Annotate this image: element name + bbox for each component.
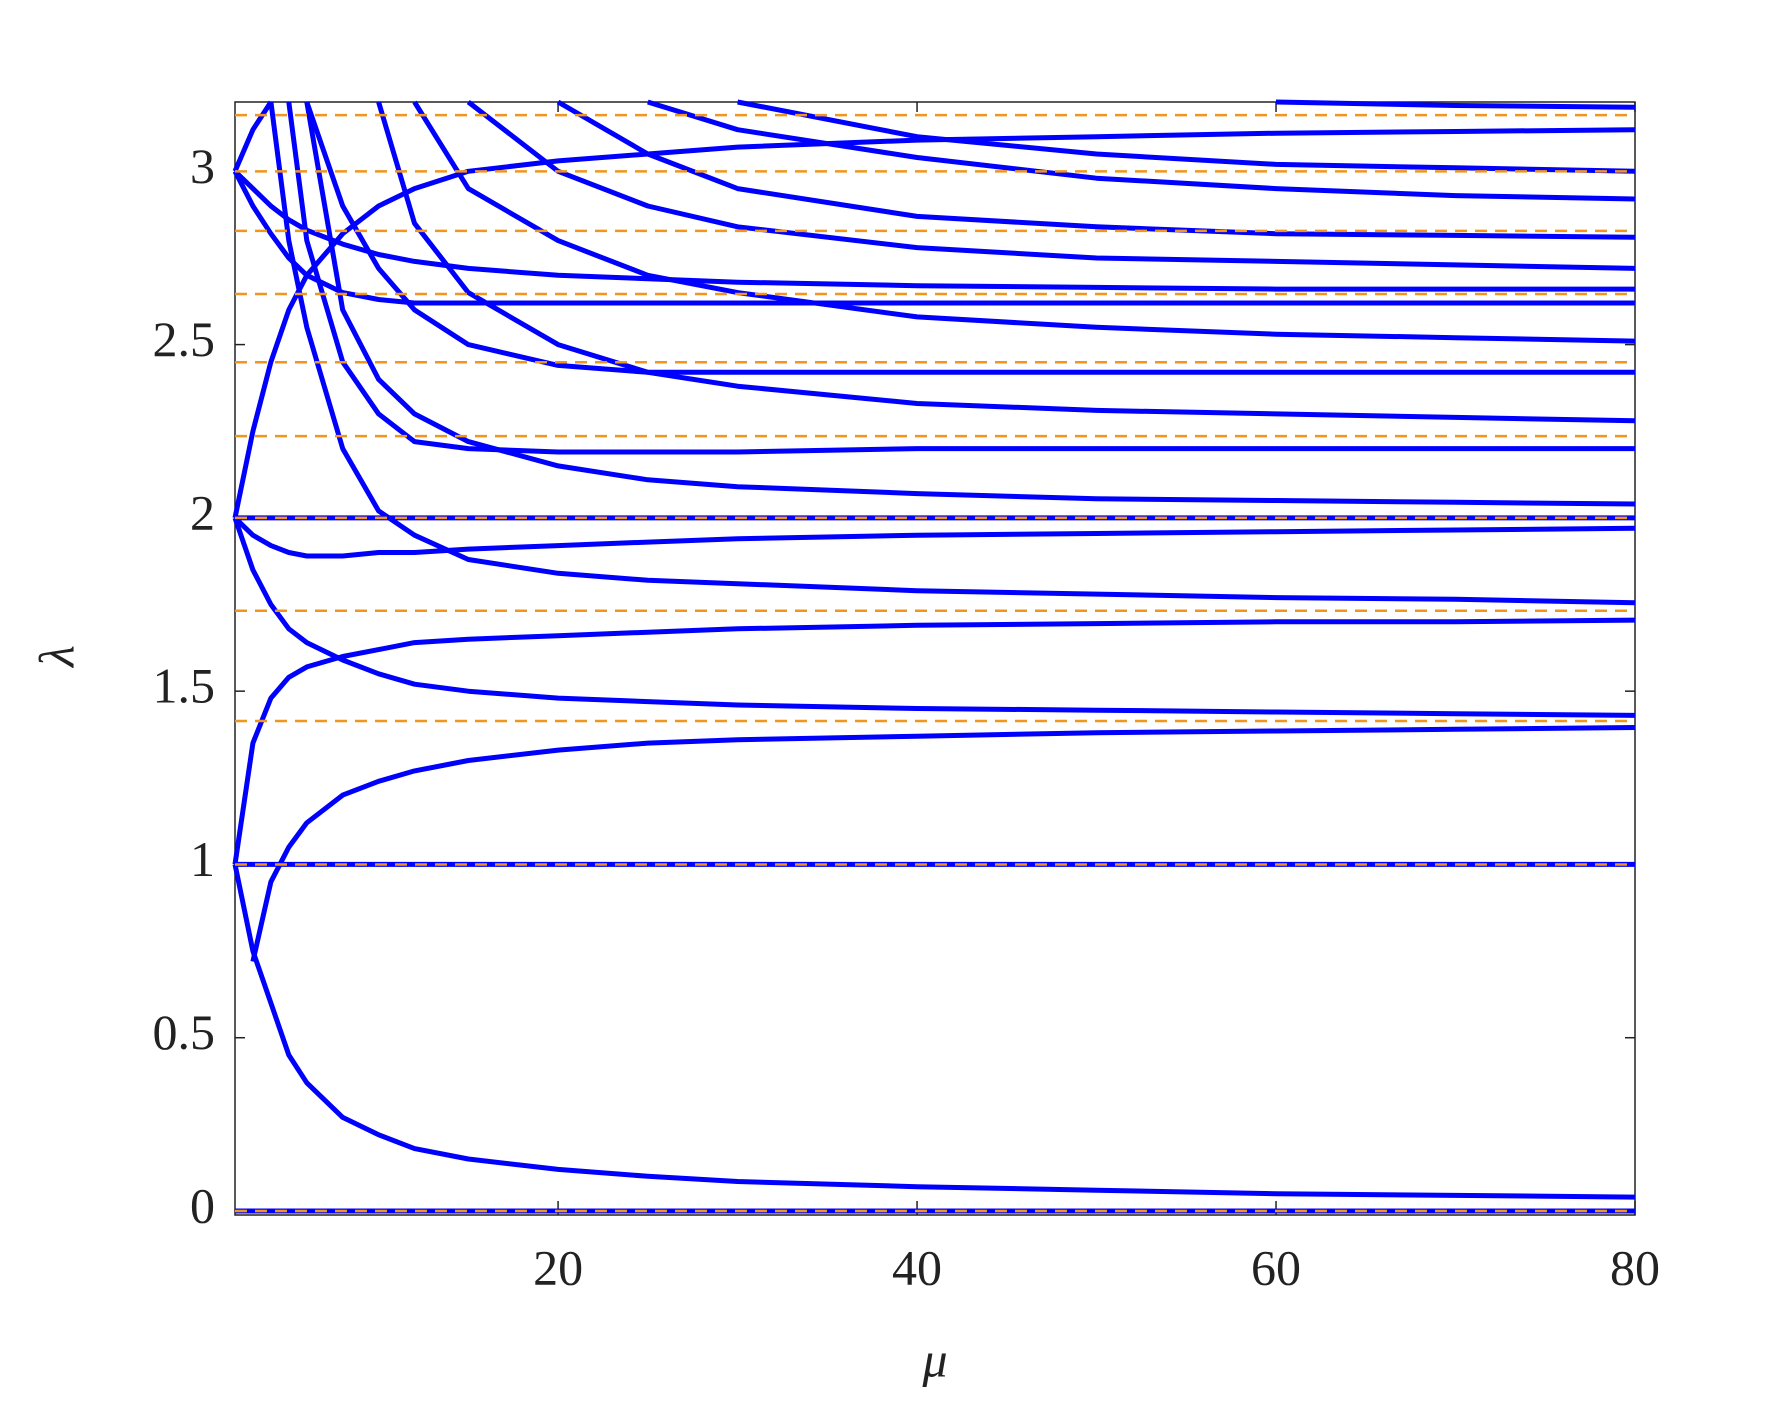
curve: [268, 101, 1636, 606]
curve: [304, 101, 1636, 507]
curve: [1275, 99, 1636, 110]
x-axis-label: μ: [921, 1331, 947, 1387]
curve: [232, 517, 1636, 718]
y-axis-label: λ: [28, 645, 84, 669]
curve: [466, 100, 1636, 271]
y-tick-label: 1: [190, 831, 215, 887]
curve: [376, 101, 1636, 424]
y-tick-label: 3: [190, 138, 215, 194]
curve: [412, 100, 1636, 344]
x-tick-label: 60: [1251, 1239, 1301, 1295]
y-tick-label: 0.5: [153, 1004, 216, 1060]
curve: [647, 99, 1636, 202]
curve: [737, 99, 1636, 174]
x-tick-label: 40: [892, 1239, 942, 1295]
curve: [233, 516, 1636, 559]
curve: [232, 127, 1636, 519]
curve: [232, 863, 1636, 1200]
curve: [304, 101, 1635, 375]
plot-frame: [234, 101, 1636, 1216]
y-tick-label: 0: [190, 1177, 215, 1233]
curve: [232, 617, 1636, 865]
curve: [232, 100, 273, 173]
curve: [556, 99, 1636, 240]
y-tick-label: 1.5: [153, 658, 216, 714]
curve: [233, 169, 1635, 292]
curve: [232, 170, 1635, 306]
y-tick-label: 2: [190, 484, 215, 540]
curve: [286, 101, 1635, 455]
x-tick-label: 20: [533, 1239, 583, 1295]
curve: [250, 725, 1636, 963]
y-tick-label: 2.5: [153, 311, 216, 367]
x-tick-label: 80: [1610, 1239, 1660, 1295]
